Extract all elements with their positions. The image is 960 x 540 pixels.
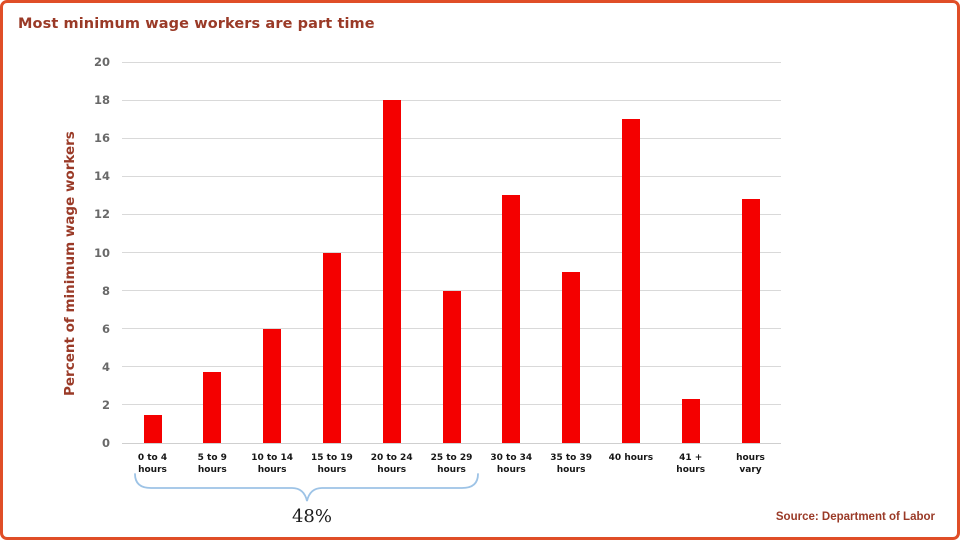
gridline bbox=[122, 137, 781, 139]
y-tick-label: 16 bbox=[93, 131, 110, 146]
x-tick-line1: 41 + bbox=[679, 453, 703, 463]
x-tick-label: 40 hours bbox=[599, 452, 663, 464]
x-tick-line2: hours bbox=[377, 465, 407, 475]
gridline bbox=[122, 61, 781, 63]
bar bbox=[382, 100, 401, 443]
x-tick-line1: hours bbox=[736, 453, 765, 463]
x-tick-label: 20 to 24 hours bbox=[360, 452, 424, 476]
x-tick-line1: 15 to 19 bbox=[310, 453, 353, 463]
x-tick-line2: hours bbox=[676, 465, 706, 475]
x-tick-line1: 0 to 4 bbox=[137, 453, 168, 463]
x-tick-line1: 5 to 9 bbox=[197, 453, 227, 463]
bar bbox=[442, 290, 461, 443]
y-tick-label: 8 bbox=[101, 283, 110, 298]
x-tick-label: 5 to 9 hours bbox=[180, 452, 244, 476]
x-tick-line2: hours bbox=[138, 465, 167, 475]
x-tick-label: 0 to 4 hours bbox=[121, 452, 185, 476]
bar bbox=[502, 195, 521, 443]
gridline bbox=[122, 99, 781, 101]
bar bbox=[143, 415, 162, 443]
x-tick-label: 25 to 29 hours bbox=[420, 452, 484, 476]
x-tick-label: 10 to 14 hours bbox=[240, 452, 304, 476]
y-tick-label: 20 bbox=[93, 55, 110, 69]
x-tick-line1: 25 to 29 bbox=[430, 453, 473, 463]
x-tick-line2: hours bbox=[437, 465, 466, 475]
x-tick-line1: 40 hours bbox=[608, 453, 654, 463]
x-tick-line2: hours bbox=[496, 465, 526, 475]
y-tick-label: 2 bbox=[101, 397, 110, 412]
bar bbox=[741, 199, 760, 443]
x-axis-line bbox=[122, 442, 781, 444]
bar bbox=[203, 371, 222, 443]
y-tick-label: 4 bbox=[101, 359, 110, 374]
y-axis-label: Percent of minimum wage workers bbox=[62, 131, 78, 396]
source-attribution: Source: Department of Labor bbox=[775, 511, 935, 523]
gridline bbox=[122, 252, 781, 253]
y-tick-label: 18 bbox=[93, 93, 110, 108]
bar bbox=[681, 399, 700, 443]
y-tick-label: 14 bbox=[93, 169, 110, 184]
x-tick-label: hours vary bbox=[719, 452, 783, 476]
y-tick-label: 12 bbox=[93, 207, 110, 222]
bar bbox=[263, 328, 282, 443]
gridline bbox=[122, 213, 781, 215]
x-tick-line2: hours bbox=[317, 465, 347, 475]
x-tick-line1: 20 to 24 bbox=[370, 453, 413, 463]
bar bbox=[621, 119, 640, 443]
chart-title: Most minimum wage workers are part time bbox=[18, 16, 375, 32]
x-tick-label: 30 to 34 hours bbox=[479, 452, 543, 476]
bar bbox=[322, 252, 341, 443]
x-tick-line1: 10 to 14 bbox=[251, 453, 293, 463]
x-tick-line1: 30 to 34 bbox=[490, 453, 533, 463]
x-tick-line2: hours bbox=[257, 465, 287, 475]
x-tick-label: 41 + hours bbox=[659, 452, 723, 476]
x-tick-line1: 35 to 39 bbox=[550, 453, 592, 463]
x-tick-line2: hours bbox=[197, 465, 227, 475]
x-tick-line2: hours bbox=[556, 465, 586, 475]
y-tick-label: 0 bbox=[101, 436, 110, 450]
y-tick-label: 10 bbox=[93, 245, 110, 260]
bracket-percentage-label: 48% bbox=[291, 506, 332, 527]
gridline bbox=[122, 175, 781, 177]
x-tick-line2: vary bbox=[739, 465, 762, 475]
x-tick-label: 15 to 19 hours bbox=[300, 452, 364, 476]
x-tick-label: 35 to 39 hours bbox=[539, 452, 603, 476]
bar bbox=[562, 271, 581, 443]
y-tick-label: 6 bbox=[101, 321, 110, 336]
